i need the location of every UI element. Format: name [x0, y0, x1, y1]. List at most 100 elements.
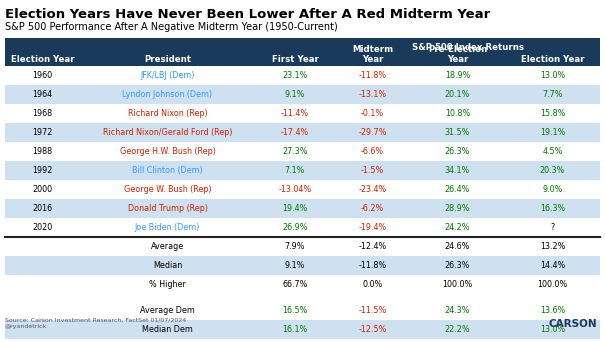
Text: Lyndon Johnson (Dem): Lyndon Johnson (Dem) [122, 90, 212, 99]
Text: -11.8%: -11.8% [358, 71, 387, 80]
Text: 15.8%: 15.8% [540, 109, 565, 118]
Text: 7.9%: 7.9% [285, 242, 306, 251]
Bar [5, 142, 600, 161]
Text: Midterm
Year: Midterm Year [352, 45, 393, 64]
Text: 1988: 1988 [33, 147, 53, 156]
Text: S&P 500 Index Returns: S&P 500 Index Returns [411, 43, 523, 52]
Text: -6.6%: -6.6% [361, 147, 384, 156]
Text: President: President [144, 55, 191, 64]
Text: 26.4%: 26.4% [445, 185, 470, 194]
Text: Median Dem: Median Dem [142, 325, 193, 334]
Text: 1968: 1968 [33, 109, 53, 118]
Text: 34.1%: 34.1% [445, 166, 470, 175]
Text: 16.1%: 16.1% [283, 325, 307, 334]
Text: 100.0%: 100.0% [537, 280, 567, 289]
Bar [5, 301, 600, 320]
Text: Joe Biden (Dem): Joe Biden (Dem) [135, 223, 200, 232]
Text: 1964: 1964 [33, 90, 53, 99]
Text: Richard Nixon (Rep): Richard Nixon (Rep) [128, 109, 208, 118]
Text: 2016: 2016 [33, 204, 53, 213]
Bar [5, 85, 600, 104]
Text: Average: Average [151, 242, 184, 251]
Text: -12.5%: -12.5% [358, 325, 387, 334]
Text: -0.1%: -0.1% [361, 109, 384, 118]
Text: S&P 500 Performance After A Negative Midterm Year (1950-Current): S&P 500 Performance After A Negative Mid… [5, 22, 338, 32]
Text: Election Year: Election Year [11, 55, 74, 64]
Text: 9.0%: 9.0% [542, 185, 563, 194]
Text: 24.6%: 24.6% [445, 242, 470, 251]
Text: 10.8%: 10.8% [445, 109, 470, 118]
Bar [5, 218, 600, 237]
Bar [5, 256, 600, 275]
Text: -13.04%: -13.04% [278, 185, 312, 194]
Text: George H.W. Bush (Rep): George H.W. Bush (Rep) [120, 147, 215, 156]
Text: 2020: 2020 [33, 223, 53, 232]
Text: Richard Nixon/Gerald Ford (Rep): Richard Nixon/Gerald Ford (Rep) [103, 128, 232, 137]
Text: 13.0%: 13.0% [540, 71, 565, 80]
Text: 4.5%: 4.5% [542, 147, 563, 156]
Text: 26.9%: 26.9% [283, 223, 308, 232]
Text: 24.2%: 24.2% [445, 223, 470, 232]
Text: Election Year: Election Year [521, 55, 584, 64]
Text: Donald Trump (Rep): Donald Trump (Rep) [128, 204, 208, 213]
Text: Bill Clinton (Dem): Bill Clinton (Dem) [132, 166, 203, 175]
Text: 14.4%: 14.4% [540, 261, 565, 270]
Text: -19.4%: -19.4% [358, 223, 387, 232]
Text: Average Dem: Average Dem [140, 306, 195, 315]
Text: 100.0%: 100.0% [442, 280, 473, 289]
Text: 0.0%: 0.0% [362, 280, 382, 289]
Bar [5, 275, 600, 294]
Text: 19.4%: 19.4% [283, 204, 308, 213]
Text: 1992: 1992 [32, 166, 53, 175]
Text: 27.3%: 27.3% [283, 147, 308, 156]
Text: 13.0%: 13.0% [540, 325, 565, 334]
Bar [5, 237, 600, 256]
Bar [5, 66, 600, 85]
Text: 13.6%: 13.6% [540, 306, 565, 315]
Text: 24.3%: 24.3% [445, 306, 470, 315]
Text: 18.9%: 18.9% [445, 71, 470, 80]
Text: -23.4%: -23.4% [358, 185, 387, 194]
Text: 23.1%: 23.1% [283, 71, 308, 80]
Text: First Year: First Year [272, 55, 318, 64]
Text: -11.8%: -11.8% [358, 261, 387, 270]
Text: 66.7%: 66.7% [283, 280, 308, 289]
Text: -12.4%: -12.4% [358, 242, 387, 251]
Bar [5, 199, 600, 218]
Text: Pre-Election
Year: Pre-Election Year [428, 45, 487, 64]
Text: CARSON: CARSON [548, 319, 597, 329]
Bar [5, 123, 600, 142]
Text: -13.1%: -13.1% [358, 90, 387, 99]
Text: Election Years Have Never Been Lower After A Red Midterm Year: Election Years Have Never Been Lower Aft… [5, 8, 490, 21]
Text: 26.3%: 26.3% [445, 147, 470, 156]
Text: % Higher: % Higher [149, 280, 186, 289]
Text: -11.5%: -11.5% [358, 306, 387, 315]
Text: 9.1%: 9.1% [285, 261, 305, 270]
Text: 19.1%: 19.1% [540, 128, 565, 137]
Text: 2000: 2000 [33, 185, 53, 194]
Bar [5, 161, 600, 180]
Text: 7.7%: 7.7% [542, 90, 563, 99]
Text: -6.2%: -6.2% [361, 204, 384, 213]
Text: -29.7%: -29.7% [358, 128, 387, 137]
Bar [5, 180, 600, 199]
Text: 7.1%: 7.1% [285, 166, 305, 175]
Text: Median: Median [153, 261, 182, 270]
Text: 16.5%: 16.5% [283, 306, 308, 315]
Bar [5, 38, 600, 66]
Text: 20.3%: 20.3% [540, 166, 565, 175]
Text: 28.9%: 28.9% [445, 204, 470, 213]
Text: George W. Bush (Rep): George W. Bush (Rep) [123, 185, 211, 194]
Text: -17.4%: -17.4% [281, 128, 309, 137]
Text: 26.3%: 26.3% [445, 261, 470, 270]
Bar [5, 339, 600, 341]
Text: 13.2%: 13.2% [540, 242, 565, 251]
Text: 20.1%: 20.1% [445, 90, 470, 99]
Text: ?: ? [551, 223, 555, 232]
Text: 31.5%: 31.5% [445, 128, 470, 137]
Bar [5, 104, 600, 123]
Text: 22.2%: 22.2% [445, 325, 470, 334]
Text: -11.4%: -11.4% [281, 109, 309, 118]
Text: 1960: 1960 [33, 71, 53, 80]
Text: JFK/LBJ (Dem): JFK/LBJ (Dem) [140, 71, 195, 80]
